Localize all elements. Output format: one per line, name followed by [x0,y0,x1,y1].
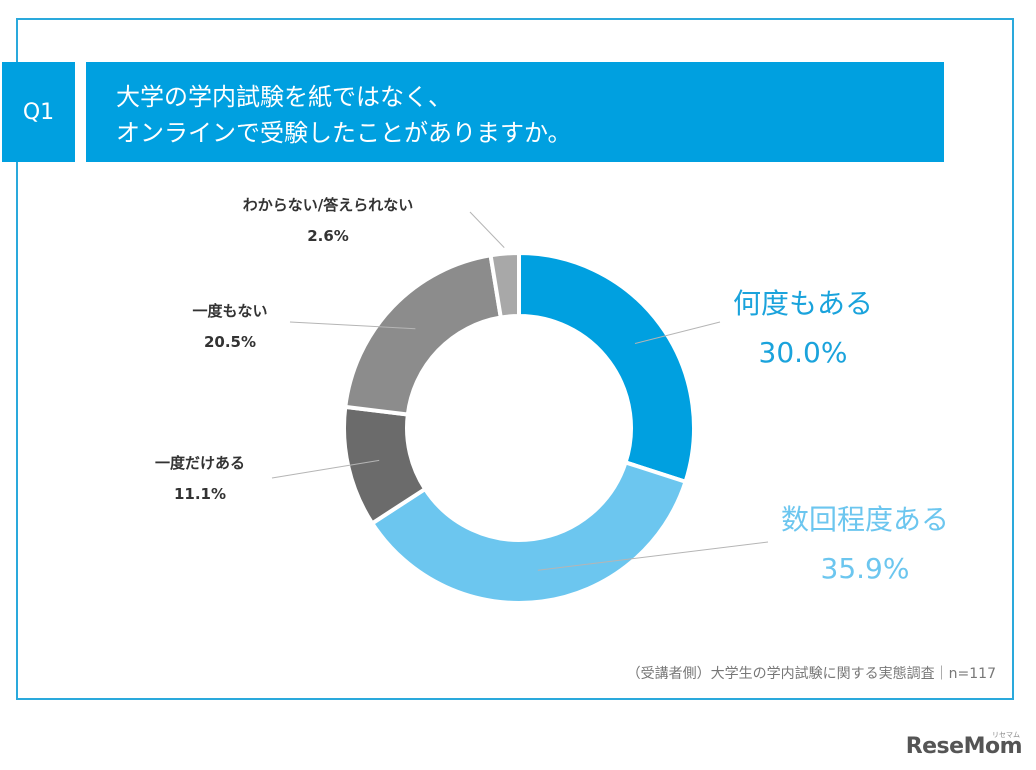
label-once-value: 11.1% [173,485,227,503]
slice-never [343,253,504,417]
slice-many-times [517,250,696,485]
label-dont-know-value: 2.6% [307,227,349,245]
leader-several-times [537,541,769,571]
label-never: 一度もない 20.5% [160,300,300,351]
label-several-times-category: 数回程度ある [780,503,949,536]
leader-never [289,321,416,330]
label-many-times-value: 30.0% [758,336,848,369]
question-line-1: 大学の学内試験を紙ではなく、 [116,83,452,111]
label-never-value: 20.5% [203,333,257,351]
logo-kana: リセマム [992,731,1020,739]
label-once: 一度だけある 11.1% [130,452,270,503]
label-several-times-value: 35.9% [820,552,910,585]
label-never-category: 一度もない [192,302,268,320]
slice-dont-know [488,250,521,320]
leader-dont-know [469,211,505,248]
question-number-badge: Q1 [2,62,75,162]
label-many-times-category: 何度もある [732,287,873,320]
leader-many-times [634,321,721,345]
label-many-times: 何度もある 30.0% [708,282,898,369]
question-number: Q1 [22,99,55,125]
footnote: （受講者側）大学生の学内試験に関する実態調査｜n=117 [626,666,996,682]
leader-once [271,459,380,479]
slice-several-times [369,459,689,605]
question-banner: 大学の学内試験を紙ではなく、 オンラインで受験したことがありますか。 [86,62,944,162]
label-several-times: 数回程度ある 35.9% [760,498,970,585]
label-once-category: 一度だけある [154,454,245,472]
label-dont-know-category: わからない/答えられない [242,196,414,214]
resemom-logo: ReseMom [905,734,1023,759]
label-dont-know: わからない/答えられない 2.6% [218,194,438,245]
question-line-2: オンラインで受験したことがありますか。 [116,119,572,147]
